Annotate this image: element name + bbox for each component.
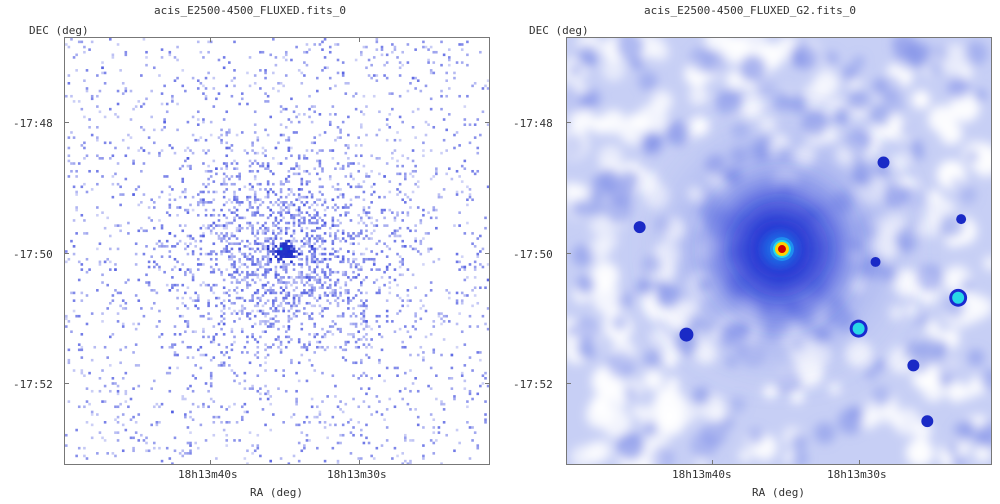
left-panel-title: acis_E2500-4500_FLUXED.fits_0 bbox=[153, 4, 347, 17]
right-image-canvas[interactable] bbox=[566, 37, 992, 465]
left-xtick-2: 18h13m30s bbox=[327, 468, 387, 481]
left-image-panel: acis_E2500-4500_FLUXED.fits_0 DEC (deg) … bbox=[13, 4, 490, 499]
right-image-panel: acis_E2500-4500_FLUXED_G2.fits_0 DEC (de… bbox=[500, 0, 1000, 504]
right-smoothed-image bbox=[567, 38, 991, 464]
left-ytick-mark bbox=[485, 383, 490, 384]
left-image-canvas[interactable] bbox=[64, 37, 490, 465]
right-xtick-2: 18h13m30s bbox=[827, 468, 887, 481]
left-xtick-mark bbox=[359, 460, 360, 465]
right-xtick-1: 18h13m40s bbox=[672, 468, 732, 481]
left-ytick-mark bbox=[64, 383, 69, 384]
right-xtick-mark bbox=[859, 460, 860, 465]
right-ytick-3: -17:52 bbox=[513, 378, 553, 391]
left-raw-image bbox=[65, 38, 489, 464]
left-ytick-1: -17:48 bbox=[13, 117, 53, 130]
left-ytick-mark bbox=[485, 253, 490, 254]
right-ytick-2: -17:50 bbox=[513, 248, 553, 261]
right-ytick-mark bbox=[566, 122, 571, 123]
right-ytick-mark bbox=[566, 383, 571, 384]
left-ytick-mark bbox=[64, 122, 69, 123]
right-panel-title: acis_E2500-4500_FLUXED_G2.fits_0 bbox=[644, 4, 856, 17]
right-ytick-1: -17:48 bbox=[513, 117, 553, 130]
left-xtick-mark bbox=[210, 460, 211, 465]
right-ytick-mark bbox=[566, 253, 571, 254]
right-xtick-mark bbox=[712, 460, 713, 465]
left-xtick-mark bbox=[210, 37, 211, 42]
left-ytick-2: -17:50 bbox=[13, 248, 53, 261]
right-x-axis-label: RA (deg) bbox=[752, 486, 805, 499]
left-y-axis-label: DEC (deg) bbox=[29, 24, 89, 37]
left-ytick-3: -17:52 bbox=[13, 378, 53, 391]
right-y-axis-label: DEC (deg) bbox=[529, 24, 589, 37]
left-ytick-mark bbox=[485, 122, 490, 123]
left-xtick-mark bbox=[359, 37, 360, 42]
left-xtick-1: 18h13m40s bbox=[178, 468, 238, 481]
left-x-axis-label: RA (deg) bbox=[250, 486, 303, 499]
left-ytick-mark bbox=[64, 253, 69, 254]
right-point-sources bbox=[633, 156, 968, 428]
